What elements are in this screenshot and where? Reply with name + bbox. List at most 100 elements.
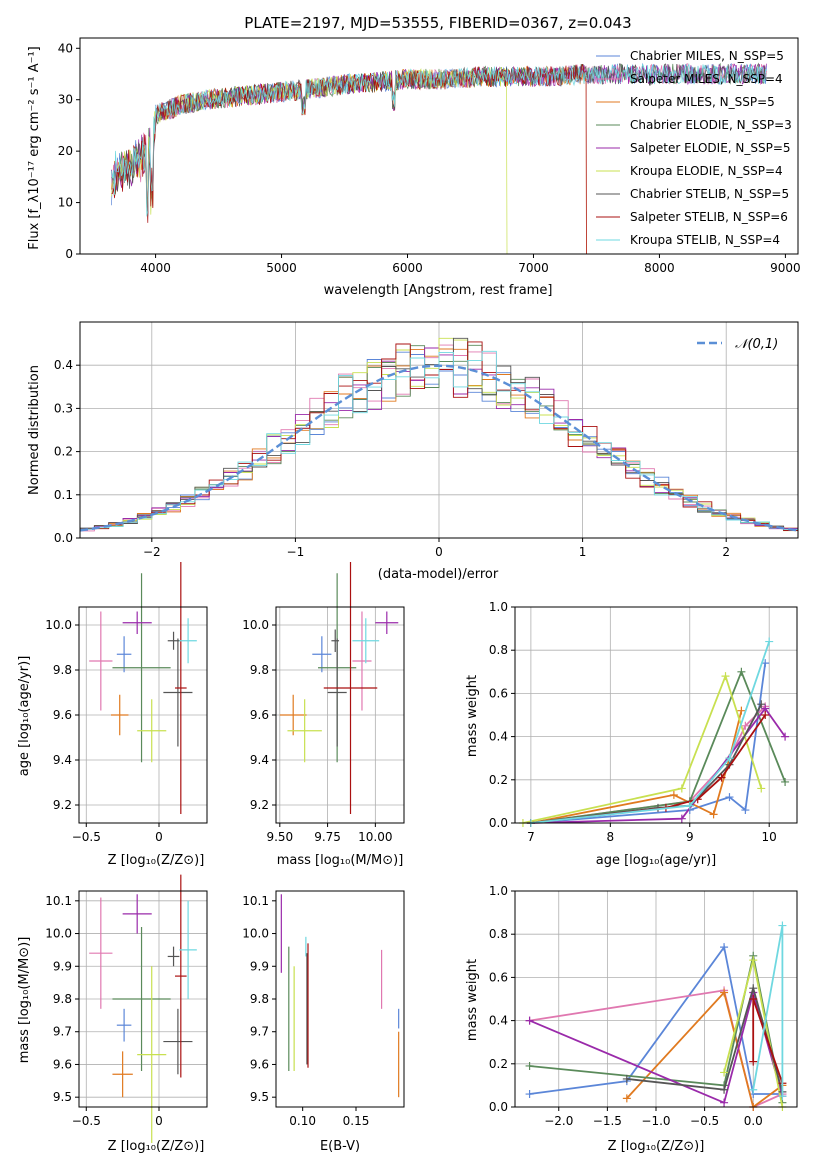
legend-label-chabrier-elodie: Chabrier ELODIE, N_SSP=3 — [630, 118, 792, 132]
y-tick-label: 9.8 — [250, 992, 269, 1006]
y-tick-label: 0.4 — [54, 358, 73, 372]
legend-label-salpeter-stelib: Salpeter STELIB, N_SSP=6 — [630, 210, 788, 224]
x-tick-label: 0.0 — [744, 1114, 763, 1128]
spectrum-line-kroupa-stelib — [111, 63, 767, 217]
massweight-vs-z-panel: Z [log₁₀(Z/Z⊙)] mass weight −2.0 −1.5 −1.0… — [465, 884, 798, 1154]
x-tick-label: 8000 — [644, 261, 675, 275]
x-tick-label: 7000 — [518, 261, 549, 275]
weight-line-kroupa-elodie — [522, 673, 763, 824]
x-tick-label: −2.0 — [544, 1114, 573, 1128]
mass-ebv-xlabel: E(B-V) — [320, 1139, 360, 1154]
weight-marker-chabrier-stelib — [749, 984, 758, 993]
legend-label-chabrier-miles: Chabrier MILES, N_SSP=5 — [630, 49, 784, 63]
mass-vs-ebv-panel: E(B-V) 0.10 0.15 9.5 9.6 9.7 9.8 9.9 10.0 10.1 — [242, 890, 405, 1154]
legend-label-salpeter-miles: Salpeter MILES, N_SSP=4 — [630, 72, 783, 86]
y-tick-label: 9.4 — [53, 753, 72, 767]
y-tick-label: 0.3 — [54, 401, 73, 415]
y-tick-label: 9.5 — [250, 1090, 269, 1104]
y-tick-label: 9.6 — [250, 708, 269, 722]
legend-label-kroupa-miles: Kroupa MILES, N_SSP=5 — [630, 95, 775, 109]
y-tick-label: 0.1 — [54, 488, 73, 502]
y-tick-label: 10.1 — [45, 894, 72, 908]
residual-histograms — [79, 337, 799, 532]
normal-curve — [79, 364, 799, 532]
y-tick-label: 9.8 — [250, 663, 269, 677]
weight-line-chabrier-elodie — [530, 669, 786, 824]
weight-marker-kroupa-stelib — [765, 637, 774, 646]
weight-marker-chabrier-stelib — [757, 700, 766, 709]
x-tick-label: −0.5 — [72, 1114, 101, 1128]
weight-marker-kroupa-stelib — [725, 754, 734, 763]
x-tick-label: −2 — [143, 545, 161, 559]
residual-ylabel: Normed distribution — [27, 365, 42, 495]
age-z-ylabel: age [log₁₀(age/yr)] — [17, 656, 32, 777]
x-tick-label: 1 — [579, 545, 587, 559]
residual-xlabel: (data-model)/error — [378, 567, 499, 582]
massweight-vs-age-panel: age [log₁₀(age/yr)] mass weight 7 8 9 10 0.0… — [465, 600, 798, 868]
spectrum-ylabel: Flux [f_λ10⁻¹⁷ erg cm⁻² s⁻¹ A⁻¹] — [27, 46, 42, 250]
y-tick-label: 9.6 — [53, 708, 72, 722]
weight-marker-chabrier-elodie — [781, 777, 790, 786]
y-tick-label: 10.0 — [242, 618, 269, 632]
y-tick-label: 1.0 — [489, 600, 508, 614]
mw-z-xlabel: Z [log₁₀(Z/Z⊙)] — [608, 1139, 705, 1154]
x-tick-label: 5000 — [266, 261, 297, 275]
x-tick-label: 9 — [686, 830, 694, 844]
x-tick-label: 4000 — [140, 261, 171, 275]
spectrum-title: PLATE=2197, MJD=53555, FIBERID=0367, z=0… — [244, 14, 631, 32]
y-tick-label: 9.7 — [250, 1025, 269, 1039]
y-tick-label: 9.7 — [53, 1025, 72, 1039]
age-z-xlabel: Z [log₁₀(Z/Z⊙)] — [108, 853, 205, 868]
x-tick-label: 6000 — [392, 261, 423, 275]
weight-marker-chabrier-miles — [725, 793, 734, 802]
y-tick-label: 9.6 — [53, 1057, 72, 1071]
y-tick-label: 9.6 — [250, 1057, 269, 1071]
residual-legend: 𝒩(0,1) — [697, 337, 778, 352]
mw-age-xlabel: age [log₁₀(age/yr)] — [596, 853, 717, 868]
x-tick-label: −1 — [287, 545, 305, 559]
spectrum-xlabel: wavelength [Angstrom, rest frame] — [324, 283, 553, 298]
x-tick-label: 7 — [527, 830, 535, 844]
weight-marker-kroupa-miles — [622, 1094, 631, 1103]
weight-marker-chabrier-stelib — [720, 1085, 729, 1094]
x-tick-label: 9.75 — [314, 830, 341, 844]
weight-marker-chabrier-miles — [741, 806, 750, 815]
spectrum-legend: Chabrier MILES, N_SSP=5 Salpeter MILES, N… — [596, 49, 792, 247]
x-tick-label: −1.5 — [593, 1114, 622, 1128]
y-tick-label: 9.8 — [53, 992, 72, 1006]
y-tick-label: 1.0 — [489, 884, 508, 898]
mw-z-ylabel: mass weight — [465, 959, 480, 1041]
age-vs-z-panel: Z [log₁₀(Z/Z⊙)] age [log₁₀(age/yr)] −0.5… — [17, 562, 208, 868]
y-tick-label: 9.2 — [250, 798, 269, 812]
x-tick-label: 0.15 — [343, 1114, 370, 1128]
spectrum-lines — [111, 62, 767, 255]
weight-line-salpeter-elodie — [529, 989, 784, 1104]
mass-z-xlabel: Z [log₁₀(Z/Z⊙)] — [108, 1139, 205, 1154]
weight-marker-kroupa-miles — [669, 790, 678, 799]
x-tick-label: −0.5 — [72, 830, 101, 844]
y-tick-label: 0.8 — [489, 643, 508, 657]
weight-marker-kroupa-elodie — [677, 784, 686, 793]
weight-marker-kroupa-elodie — [749, 956, 758, 965]
y-tick-label: 0.2 — [54, 445, 73, 459]
x-tick-label: −0.5 — [690, 1114, 719, 1128]
y-tick-label: 9.2 — [53, 798, 72, 812]
weight-line-kroupa-stelib — [530, 641, 771, 824]
y-tick-label: 0.2 — [489, 1057, 508, 1071]
y-tick-label: 9.8 — [53, 663, 72, 677]
weight-marker-kroupa-elodie — [720, 1068, 729, 1077]
weight-marker-salpeter-stelib — [717, 773, 726, 782]
weight-marker-chabrier-miles — [525, 1090, 534, 1099]
y-tick-label: 10.1 — [242, 894, 269, 908]
x-tick-label: 2 — [722, 545, 730, 559]
weight-marker-kroupa-stelib — [778, 921, 787, 930]
x-tick-label: 0 — [435, 545, 443, 559]
weight-marker-chabrier-elodie — [525, 1061, 534, 1070]
y-tick-label: 0.6 — [489, 970, 508, 984]
mw-age-ylabel: mass weight — [465, 675, 480, 757]
weight-marker-kroupa-miles — [737, 706, 746, 715]
weight-marker-salpeter-elodie — [720, 1098, 729, 1107]
weight-marker-kroupa-stelib — [749, 1085, 758, 1094]
x-tick-label: −1.0 — [641, 1114, 670, 1128]
weight-marker-salpeter-stelib — [749, 1057, 758, 1066]
